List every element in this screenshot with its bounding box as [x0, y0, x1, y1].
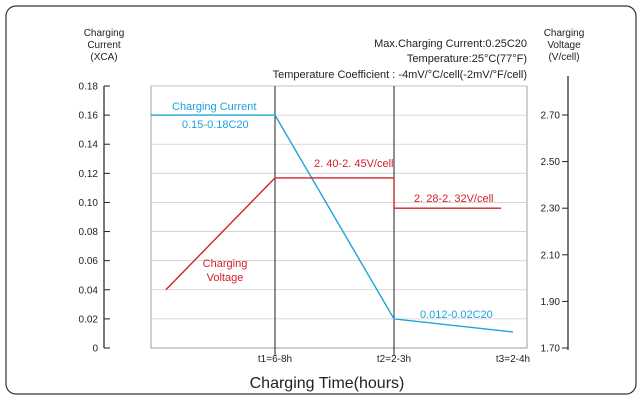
left-axis-title-line-2: Current	[87, 40, 121, 51]
right-tick-label-3: 2.30	[541, 204, 561, 215]
left-tick-label-7: 0.14	[79, 140, 99, 151]
left-tick-label-2: 0.04	[79, 285, 99, 296]
label-charging-current: Charging Current	[172, 101, 256, 113]
note-temperature-coefficient: Temperature Coefficient : -4mV/°C/cell(-…	[273, 69, 527, 81]
left-tick-label-1: 0.02	[79, 314, 99, 325]
label-voltage-float: 2. 28-2. 32V/cell	[414, 193, 494, 205]
label-voltage-high: 2. 40-2. 45V/cell	[314, 158, 394, 170]
x-axis-ticks: t1=6-8h t2=2-3h t3=2-4h	[258, 354, 530, 365]
right-axis-title-line-1: Charging	[544, 28, 585, 39]
left-tick-label-3: 0.06	[79, 256, 99, 267]
x-axis-title: Charging Time(hours)	[250, 375, 405, 392]
series-charging-current	[151, 114, 514, 333]
series-charging-voltage	[165, 177, 502, 291]
x-tick-label-0: t1=6-8h	[258, 354, 292, 365]
left-tick-label-6: 0.12	[79, 169, 99, 180]
right-tick-label-5: 2.70	[541, 111, 561, 122]
right-tick-label-0: 1.70	[541, 344, 561, 355]
left-tick-label-0: 0	[92, 344, 98, 355]
left-axis-ticks: 0 0.02 0.04 0.06 0.08 0.10 0.12 0.14 0.16 0.18	[79, 82, 110, 355]
label-charging-voltage-line-2: Voltage	[207, 272, 244, 284]
left-axis-title-line-1: Charging	[84, 28, 125, 39]
left-axis-title-line-3: (XCA)	[90, 52, 117, 63]
right-axis-ticks: 1.70 1.90 2.10 2.30 2.50 2.70	[541, 111, 568, 355]
x-tick-label-2: t3=2-4h	[496, 354, 530, 365]
label-current-range: 0.15-0.18C20	[182, 119, 249, 131]
phase-dividers	[274, 86, 395, 356]
right-axis-title-line-2: Voltage	[547, 40, 581, 51]
right-tick-label-2: 2.10	[541, 250, 561, 261]
note-temperature: Temperature:25°C(77°F)	[407, 53, 527, 65]
right-axis-title-line-3: (V/cell)	[548, 52, 579, 63]
right-tick-label-1: 1.90	[541, 297, 561, 308]
left-tick-label-9: 0.18	[79, 82, 99, 93]
left-tick-label-4: 0.08	[79, 227, 99, 238]
label-charging-voltage-line-1: Charging	[203, 258, 248, 270]
left-tick-label-8: 0.16	[79, 111, 99, 122]
note-max-current: Max.Charging Current:0.25C20	[374, 38, 527, 50]
right-tick-label-4: 2.50	[541, 157, 561, 168]
chart-border	[5, 5, 637, 395]
x-tick-label-1: t2=2-3h	[377, 354, 411, 365]
left-tick-label-5: 0.10	[79, 198, 99, 209]
label-current-end: 0.012-0.02C20	[420, 309, 493, 321]
